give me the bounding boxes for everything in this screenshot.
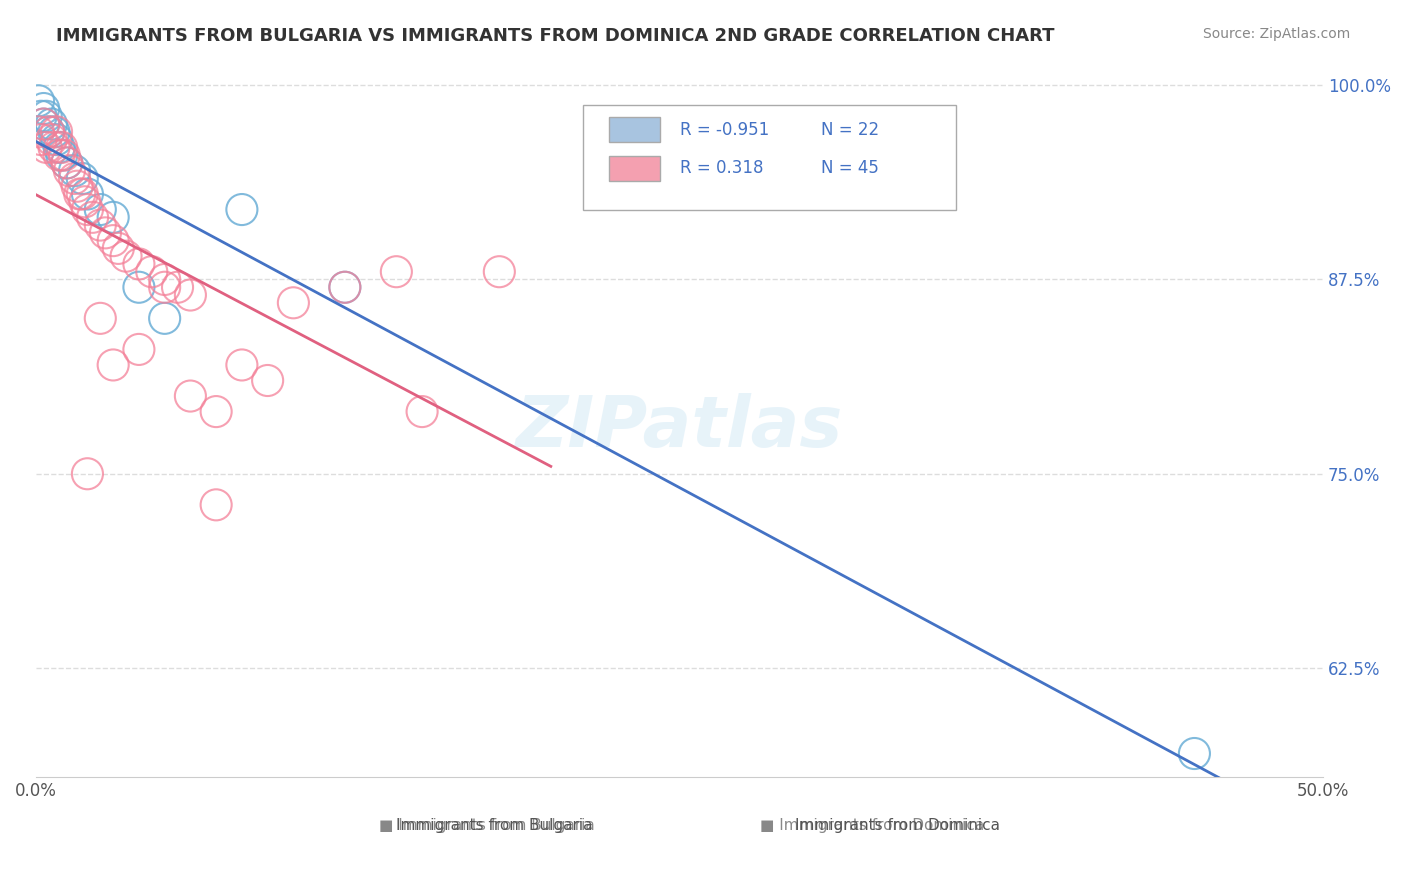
Point — [333, 280, 356, 294]
Point — [179, 389, 201, 403]
Point — [385, 265, 408, 279]
Point — [41, 133, 63, 147]
FancyBboxPatch shape — [609, 156, 661, 181]
Point — [38, 125, 60, 139]
Point — [107, 241, 129, 255]
Text: Immigrants from Bulgaria: Immigrants from Bulgaria — [396, 818, 593, 833]
Text: ■ Immigrants from Bulgaria: ■ Immigrants from Bulgaria — [378, 818, 595, 833]
Point — [51, 140, 73, 154]
FancyBboxPatch shape — [609, 118, 661, 143]
Text: N = 45: N = 45 — [821, 160, 879, 178]
Point — [42, 125, 65, 139]
Point — [48, 148, 70, 162]
Point — [89, 202, 111, 217]
Point — [89, 311, 111, 326]
Point — [32, 102, 55, 116]
Point — [51, 148, 73, 162]
Point — [56, 156, 79, 170]
Point — [45, 133, 67, 147]
Point — [205, 498, 228, 512]
Text: ZIPatlas: ZIPatlas — [516, 392, 844, 462]
Point — [38, 125, 60, 139]
Text: IMMIGRANTS FROM BULGARIA VS IMMIGRANTS FROM DOMINICA 2ND GRADE CORRELATION CHART: IMMIGRANTS FROM BULGARIA VS IMMIGRANTS F… — [56, 27, 1054, 45]
Point — [1184, 747, 1206, 761]
Text: Immigrants from Dominica: Immigrants from Dominica — [796, 818, 1001, 833]
Point — [94, 226, 117, 240]
Point — [69, 186, 91, 201]
Point — [53, 148, 76, 162]
Text: ■ Immigrants from Dominica: ■ Immigrants from Dominica — [761, 818, 984, 833]
Point — [58, 163, 80, 178]
Point — [63, 171, 86, 186]
Point — [76, 186, 98, 201]
Point — [256, 374, 278, 388]
Point — [63, 163, 86, 178]
Point — [32, 117, 55, 131]
Point — [153, 272, 176, 286]
Point — [205, 404, 228, 418]
Point — [166, 280, 188, 294]
Point — [76, 202, 98, 217]
Point — [89, 218, 111, 232]
Point — [35, 109, 58, 123]
Point — [231, 358, 253, 372]
Point — [56, 156, 79, 170]
Point — [30, 109, 52, 123]
Point — [41, 117, 63, 131]
Point — [45, 125, 67, 139]
Text: Source: ZipAtlas.com: Source: ZipAtlas.com — [1202, 27, 1350, 41]
Point — [128, 280, 150, 294]
Point — [179, 288, 201, 302]
Point — [73, 194, 96, 209]
Point — [35, 140, 58, 154]
Point — [153, 280, 176, 294]
Point — [30, 133, 52, 147]
Point — [411, 404, 433, 418]
Point — [48, 140, 70, 154]
Text: R = -0.951: R = -0.951 — [679, 121, 769, 139]
Point — [128, 257, 150, 271]
Point — [141, 265, 163, 279]
Point — [153, 311, 176, 326]
Point — [128, 343, 150, 357]
Text: R = 0.318: R = 0.318 — [679, 160, 763, 178]
Point — [231, 202, 253, 217]
Point — [488, 265, 510, 279]
Point — [82, 211, 104, 225]
Point — [333, 280, 356, 294]
Point — [32, 117, 55, 131]
Point — [27, 94, 49, 108]
Point — [72, 171, 94, 186]
Point — [101, 358, 124, 372]
Point — [115, 249, 138, 263]
Point — [66, 179, 89, 194]
Point — [72, 186, 94, 201]
Point — [101, 234, 124, 248]
Point — [101, 211, 124, 225]
Point — [76, 467, 98, 481]
Text: N = 22: N = 22 — [821, 121, 879, 139]
Point — [42, 140, 65, 154]
Point — [27, 125, 49, 139]
FancyBboxPatch shape — [583, 105, 956, 211]
Point — [283, 295, 305, 310]
